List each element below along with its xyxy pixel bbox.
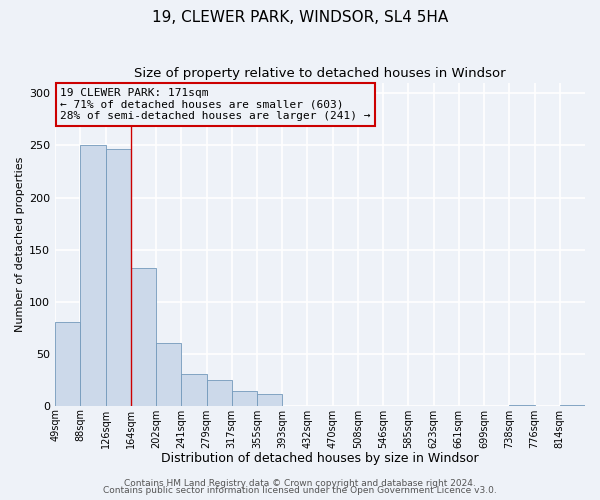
Bar	[55, 322, 80, 406]
Y-axis label: Number of detached properties: Number of detached properties	[15, 156, 25, 332]
Bar	[560, 404, 585, 406]
Text: Contains HM Land Registry data © Crown copyright and database right 2024.: Contains HM Land Registry data © Crown c…	[124, 478, 476, 488]
Bar	[257, 394, 282, 406]
Bar	[156, 343, 181, 406]
Text: Contains public sector information licensed under the Open Government Licence v3: Contains public sector information licen…	[103, 486, 497, 495]
X-axis label: Distribution of detached houses by size in Windsor: Distribution of detached houses by size …	[161, 452, 479, 465]
Bar	[206, 380, 232, 406]
Text: 19, CLEWER PARK, WINDSOR, SL4 5HA: 19, CLEWER PARK, WINDSOR, SL4 5HA	[152, 10, 448, 25]
Title: Size of property relative to detached houses in Windsor: Size of property relative to detached ho…	[134, 68, 506, 80]
Bar	[509, 404, 535, 406]
Bar	[181, 374, 206, 406]
Bar	[131, 268, 156, 406]
Text: 19 CLEWER PARK: 171sqm
← 71% of detached houses are smaller (603)
28% of semi-de: 19 CLEWER PARK: 171sqm ← 71% of detached…	[61, 88, 371, 121]
Bar	[80, 146, 106, 406]
Bar	[106, 148, 131, 406]
Bar	[232, 391, 257, 406]
